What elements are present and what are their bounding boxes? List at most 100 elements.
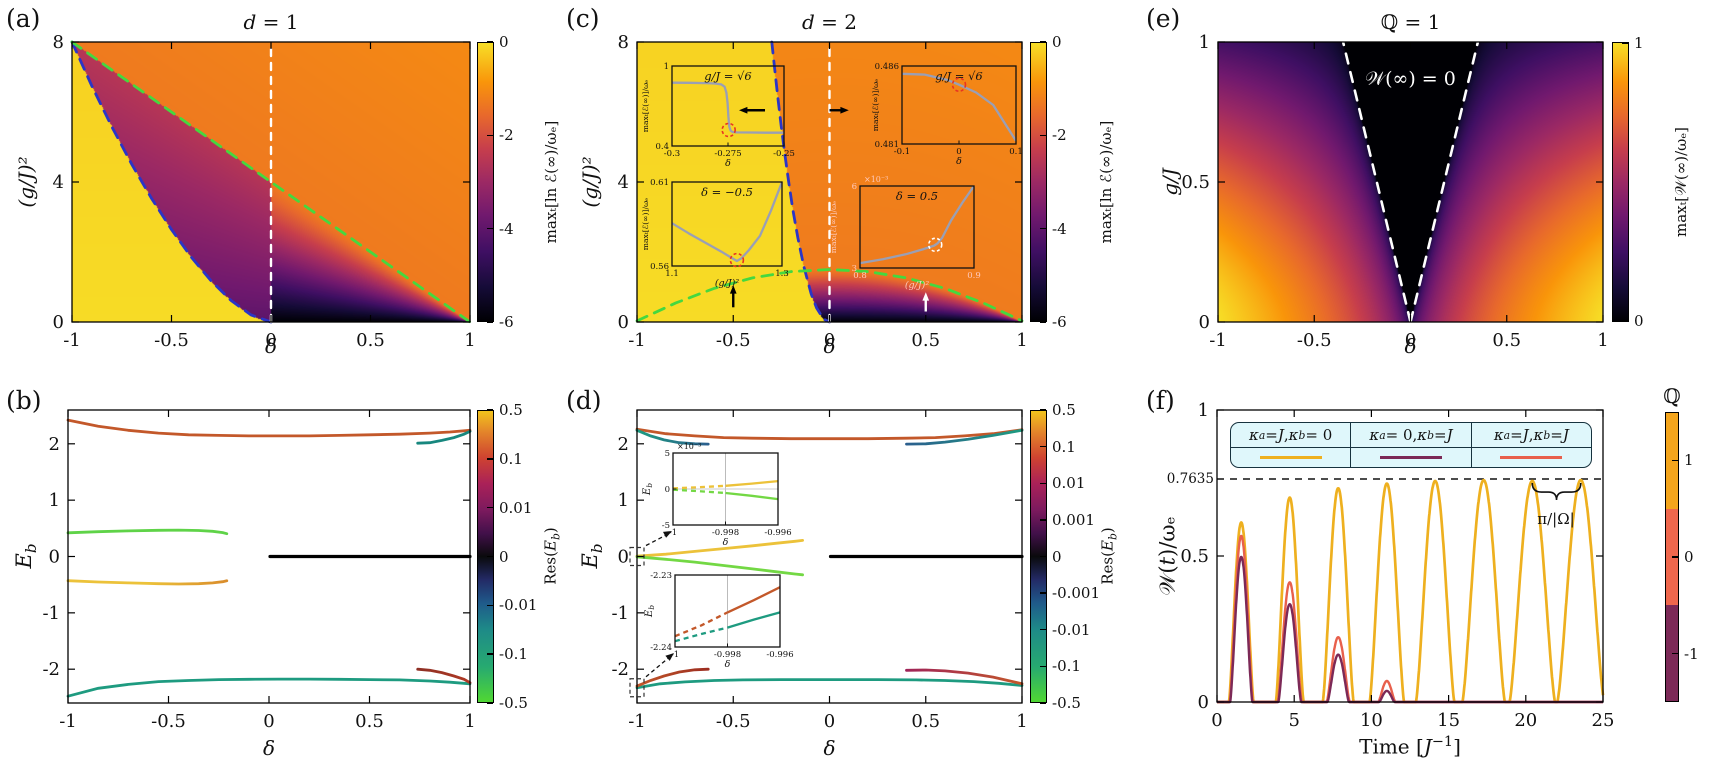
svg-text:-2: -2 (42, 659, 60, 680)
svg-text:-1: -1 (63, 330, 81, 351)
svg-text:-0.998: -0.998 (714, 650, 741, 660)
panel-a-title: d = 1 (243, 10, 299, 34)
svg-text:0: 0 (618, 312, 629, 333)
svg-text:0: 0 (665, 485, 670, 495)
svg-text:δ: δ (725, 659, 731, 670)
svg-text:-0.996: -0.996 (764, 528, 791, 538)
colorbar-tick-mark (1040, 702, 1046, 704)
svg-text:g/J = √6: g/J = √6 (935, 69, 982, 83)
svg-text:-0.5: -0.5 (1297, 330, 1332, 351)
panel-f-brace-label: π/|Ω| (1537, 510, 1575, 528)
svg-text:1: 1 (464, 711, 475, 732)
panel-a-colorbar-label: maxₜ[ln ℰ(∞)/ωₑ] (542, 120, 560, 244)
colorbar-tick-label: -6 (499, 313, 514, 331)
colorbar-tick-label: 0 (499, 547, 509, 566)
panel-e-plot: -1 -0.5 0 0.5 1 1 0.5 0 (1181, 32, 1608, 351)
colorbar-tick-mark (1040, 41, 1046, 43)
colorbar-tick-label: -0.5 (1052, 694, 1081, 712)
svg-text:2: 2 (49, 434, 60, 455)
colorbar-tick-label: 0.1 (1052, 437, 1076, 456)
colorbar-tick-mark (487, 134, 493, 136)
colorbar-tick-label: -1 (1684, 644, 1699, 663)
svg-text:4: 4 (53, 172, 64, 193)
colorbar-tick-mark (1672, 652, 1678, 655)
svg-text:8: 8 (618, 32, 629, 53)
panel-d-colorbar-label: Res(Eb) (1098, 527, 1120, 585)
panel-a-plot: -1 -0.5 0 0.5 1 8 4 0 (53, 32, 476, 351)
svg-text:-1: -1 (669, 528, 677, 538)
legend-line-0 (1259, 456, 1322, 459)
colorbar-tick-mark (1040, 409, 1046, 411)
legend-line-1 (1379, 456, 1442, 459)
colorbar-tick-label: -4 (1052, 219, 1067, 238)
panel-b-plot: -1 -0.5 0 0.5 1 2 1 0 -1 -2 (42, 409, 476, 732)
colorbar-tick-mark (1040, 482, 1046, 484)
svg-text:-0.5: -0.5 (716, 330, 751, 351)
colorbar-tick-mark (1040, 134, 1046, 136)
panel-a-letter: (a) (6, 4, 41, 33)
svg-text:1: 1 (1199, 32, 1210, 53)
svg-text:0: 0 (618, 547, 629, 568)
svg-text:×10⁻³: ×10⁻³ (864, 175, 888, 184)
panel-c-xlabel: δ (823, 334, 836, 358)
svg-text:0.486: 0.486 (875, 62, 899, 72)
svg-text:1: 1 (1016, 711, 1027, 732)
colorbar-tick-label: 0.5 (499, 401, 523, 419)
svg-text:δ = 0.5: δ = 0.5 (896, 189, 938, 203)
panel-c: (c) d = 2 (g/J)² δ maxₜ[ln ℰ(∞)/ωₑ] -1 -0… (560, 0, 1140, 360)
colorbar-tick-mark (1040, 629, 1046, 631)
panel-c-ylabel: (g/J)² (578, 156, 602, 208)
colorbar-tick-mark (487, 653, 493, 655)
colorbar-tick-label: 0 (499, 33, 509, 51)
svg-text:1: 1 (664, 62, 669, 72)
colorbar-tick-mark (1622, 42, 1628, 44)
legend-swatch-0 (1231, 448, 1350, 467)
svg-text:0.5: 0.5 (356, 330, 385, 351)
colorbar-tick-mark (1672, 459, 1678, 462)
panel-e-letter: (e) (1146, 4, 1181, 33)
svg-text:Eb: Eb (644, 605, 656, 618)
svg-text:-0.1: -0.1 (894, 147, 910, 157)
colorbar-tick-mark (487, 604, 493, 607)
panel-f-letter: (f) (1146, 386, 1175, 415)
svg-text:1: 1 (1016, 330, 1027, 351)
colorbar-tick-label: -0.001 (1052, 584, 1101, 603)
panel-d: (d) Eb δ Res(Eb) -1 -0.5 0 0.5 1 2 1 0 -1 -2 -1 -0.… (560, 360, 1140, 772)
colorbar-tick-label: 1 (1634, 34, 1644, 53)
panel-e-xlabel: δ (1404, 334, 1417, 358)
panel-b-ylabel: Eb (11, 543, 41, 569)
colorbar-tick-label: 0 (1052, 33, 1062, 51)
colorbar-tick-mark (1622, 320, 1628, 322)
colorbar-tick-mark (1040, 519, 1046, 521)
colorbar-tick-mark (487, 702, 493, 704)
svg-text:-0.998: -0.998 (712, 528, 739, 538)
svg-text:0: 0 (53, 312, 64, 333)
svg-text:15: 15 (1437, 710, 1460, 731)
svg-text:0: 0 (1405, 330, 1416, 351)
svg-text:maxₜ[ℰ(∞)]/ωₑ: maxₜ[ℰ(∞)]/ωₑ (641, 80, 650, 132)
panel-a-xlabel: δ (264, 334, 278, 358)
colorbar-tick-mark (1040, 321, 1046, 323)
svg-text:1: 1 (464, 330, 475, 351)
panel-f-special-ytick: 0.7635 (1166, 471, 1214, 487)
svg-text:0.8: 0.8 (853, 271, 867, 281)
svg-text:-1: -1 (628, 330, 646, 351)
svg-text:1: 1 (1198, 400, 1209, 421)
svg-text:0.481: 0.481 (875, 140, 899, 150)
colorbar-tick-mark (1672, 556, 1678, 558)
colorbar-tick-mark (1040, 445, 1046, 448)
svg-text:-2.23: -2.23 (650, 571, 672, 581)
panel-c-colorbar-label: maxₜ[ln ℰ(∞)/ωₑ] (1097, 120, 1115, 244)
svg-text:25: 25 (1592, 710, 1615, 731)
colorbar-tick-label: 0.01 (1052, 474, 1086, 493)
svg-text:(g/J)²: (g/J)² (715, 278, 740, 289)
colorbar-tick-label: -4 (499, 219, 514, 238)
colorbar-tick-label: -0.01 (499, 596, 538, 615)
svg-text:0.5: 0.5 (911, 711, 940, 732)
svg-text:1: 1 (618, 490, 629, 511)
